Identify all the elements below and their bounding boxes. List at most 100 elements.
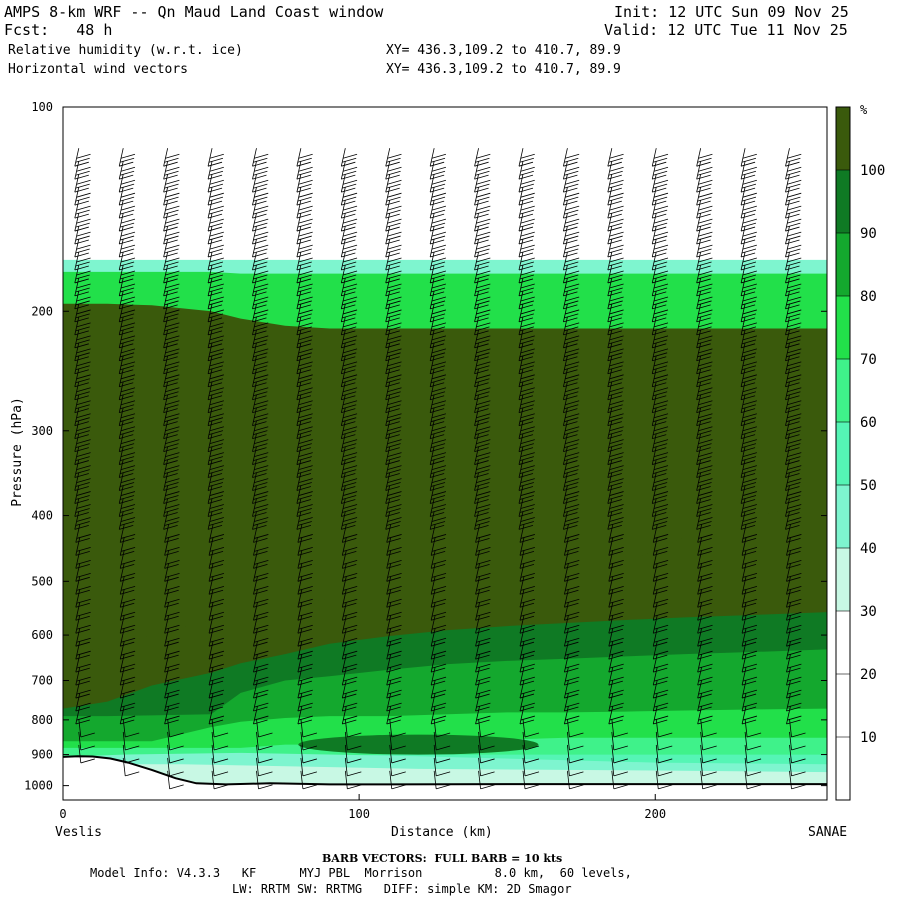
wind-barb-feather (609, 244, 624, 250)
wind-barb-feather (342, 719, 357, 725)
wind-barb-shaft (163, 485, 169, 504)
wind-barb-feather (253, 538, 268, 543)
wind-barb-feather (608, 469, 623, 474)
wind-barb-feather (740, 447, 756, 452)
wind-barb-feather (609, 270, 624, 276)
wind-barb-feather (120, 538, 135, 543)
wind-barb-feather (476, 689, 491, 695)
wind-barb-feather (296, 265, 312, 271)
wind-barb-shaft (563, 199, 568, 219)
wind-barb-feather (252, 239, 267, 245)
wind-barb-feather (607, 239, 622, 245)
wind-barb-feather (297, 365, 312, 371)
wind-barb-feather (653, 550, 668, 556)
wind-barb-feather (165, 689, 180, 695)
wind-barb-feather (296, 317, 312, 323)
wind-barb-feather (209, 244, 224, 250)
wind-barb-feather (76, 387, 91, 393)
wind-barb-feather (746, 771, 762, 777)
wind-barb-feather (608, 550, 623, 556)
wind-barb-feather (698, 166, 713, 172)
wind-barb-shaft (700, 770, 704, 789)
wind-barb-feather (386, 456, 401, 461)
wind-barb-feather (342, 244, 358, 250)
wind-barb-feather (519, 404, 534, 410)
wind-barb-shaft (207, 264, 213, 284)
wind-barb-feather (741, 706, 757, 712)
wind-barb-shaft (607, 199, 613, 219)
wind-barb-feather (696, 408, 711, 414)
wind-barb-feather (787, 374, 802, 380)
wind-barb-feather (253, 248, 268, 254)
wind-barb-feather (563, 512, 578, 517)
wind-barb-feather (75, 352, 90, 358)
wind-barb-feather (608, 248, 623, 254)
wind-barb-feather (125, 745, 140, 751)
wind-barb-feather (563, 525, 578, 530)
wind-barb-feather (519, 352, 534, 358)
wind-barb-feather (475, 183, 490, 189)
wind-barb-feather (785, 252, 800, 258)
wind-barb-feather (785, 187, 800, 193)
wind-barb-shaft (563, 472, 568, 491)
wind-barb-feather (430, 222, 446, 228)
wind-barb-feather (75, 469, 90, 474)
wind-barb-feather (75, 326, 90, 332)
wind-barb-feather (430, 343, 445, 349)
wind-barb-feather (163, 512, 178, 517)
wind-barb-feather (387, 611, 402, 617)
wind-barb-feather (565, 296, 580, 302)
wind-barb-feather (653, 365, 668, 371)
wind-barb-shaft (385, 498, 391, 517)
wind-barb-shaft (785, 329, 790, 348)
wind-barb-shaft (385, 225, 391, 245)
wind-barb-feather (341, 330, 356, 336)
wind-barb-feather (164, 326, 179, 332)
wind-barb-feather (297, 248, 312, 254)
wind-barb-feather (163, 382, 178, 388)
wind-barb-shaft (700, 718, 704, 738)
wind-barb-shaft (519, 537, 525, 556)
wind-barb-shaft (252, 161, 257, 180)
wind-barb-feather (343, 585, 358, 591)
wind-barb-shaft (608, 641, 614, 660)
wind-barb-shaft (296, 316, 302, 335)
wind-barb-feather (430, 460, 445, 465)
wind-barb-feather (75, 430, 90, 436)
y-tick-label: 400 (31, 509, 53, 523)
wind-barb-feather (475, 550, 490, 556)
wind-barb-feather (208, 456, 224, 461)
wind-barb-feather (208, 521, 224, 526)
wind-barb-feather (341, 460, 356, 465)
wind-barb-feather (298, 257, 313, 263)
wind-barb-feather (74, 213, 89, 219)
wind-barb-feather (608, 615, 623, 621)
wind-barb-feather (430, 274, 446, 280)
wind-barb-feather (76, 296, 91, 302)
wind-barb-feather (696, 265, 711, 271)
wind-barb-feather (209, 517, 224, 522)
wind-barb-feather (298, 361, 313, 367)
wind-barb-feather (474, 512, 489, 517)
wind-barb-feather (119, 196, 135, 202)
wind-barb-feather (519, 248, 534, 254)
wind-barb-feather (164, 378, 179, 384)
wind-barb-shaft (474, 355, 479, 374)
wind-barb-shaft (652, 524, 658, 543)
wind-barb-feather (476, 426, 491, 432)
below-ground (63, 756, 827, 800)
wind-barb-shaft (697, 628, 703, 647)
wind-barb-shaft (474, 472, 479, 491)
wind-barb-feather (474, 278, 489, 284)
wind-barb-feather (518, 434, 534, 440)
wind-barb-feather (343, 663, 358, 669)
wind-barb-feather (341, 278, 356, 284)
wind-barb-feather (697, 680, 712, 686)
wind-barb-feather (342, 680, 357, 686)
wind-barb-shaft (296, 485, 302, 504)
wind-barb-shaft (340, 342, 346, 361)
wind-barb-shaft (786, 679, 791, 699)
wind-barb-feather (742, 218, 757, 224)
wind-barb-feather (652, 382, 667, 388)
wind-barb-feather (296, 473, 312, 478)
